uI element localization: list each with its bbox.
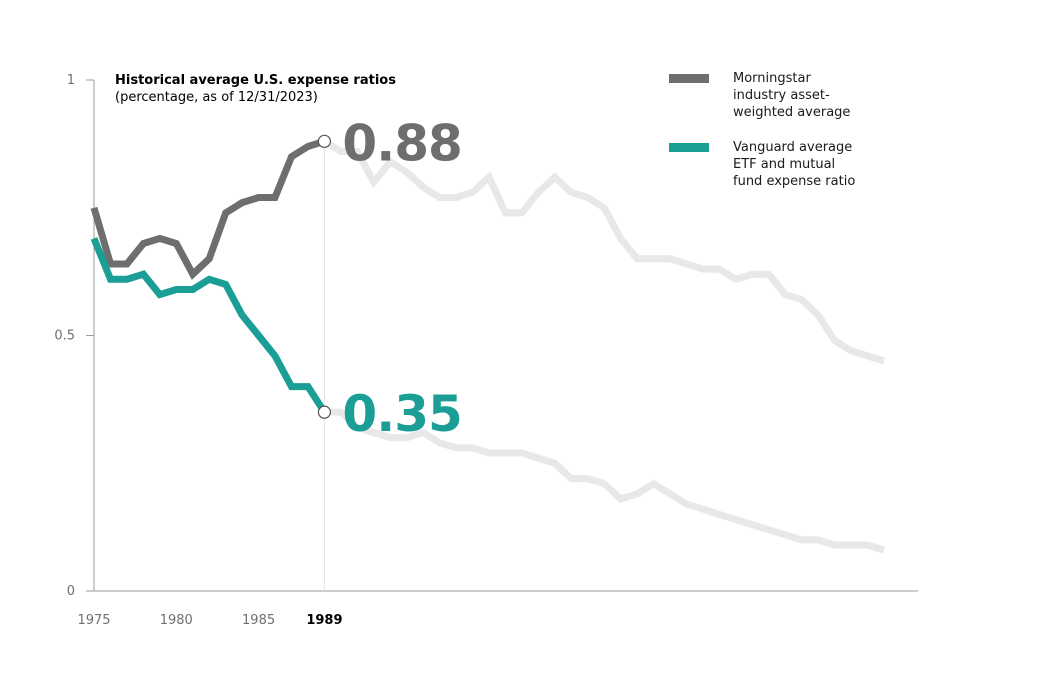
y-tick-label: 1 (67, 73, 75, 88)
future-lines-layer (322, 138, 886, 554)
x-tick-label: 1975 (77, 613, 110, 628)
legend-text: Vanguard average (733, 140, 852, 155)
highlight-point (317, 405, 332, 419)
highlight-point (317, 134, 332, 148)
legend-swatch (669, 74, 709, 83)
series-line-0 (90, 137, 326, 280)
labels-layer: 0.88 0.35 (317, 114, 463, 443)
y-tick-label: 0 (67, 584, 75, 599)
legend-swatch (669, 143, 709, 152)
y-tick-label: 0.5 (54, 329, 75, 344)
highlight-lines-layer (90, 137, 328, 414)
series-line-1 (90, 237, 328, 414)
legend-text: fund expense ratio (733, 174, 855, 189)
x-tick-label: 1980 (160, 613, 193, 628)
legend: Morningstar industry asset-weighted avera… (669, 71, 855, 189)
legend-text: weighted average (733, 105, 850, 120)
series-future-line-1 (324, 408, 886, 554)
chart-subtitle: (percentage, as of 12/31/2023) (115, 90, 318, 105)
axes-layer: 0 0.5 1 1975 1980 1985 1989 (54, 73, 918, 628)
legend-text: Morningstar (733, 71, 811, 86)
highlight-value-label: 0.35 (342, 385, 461, 443)
chart-title: Historical average U.S. expense ratios (115, 73, 396, 88)
series-future-line-0 (322, 138, 886, 365)
x-tick-label: 1985 (242, 613, 275, 628)
legend-text: ETF and mutual (733, 157, 835, 172)
x-tick-label: 1989 (306, 613, 342, 628)
highlight-value-label: 0.88 (342, 114, 461, 172)
legend-text: industry asset- (733, 88, 830, 103)
